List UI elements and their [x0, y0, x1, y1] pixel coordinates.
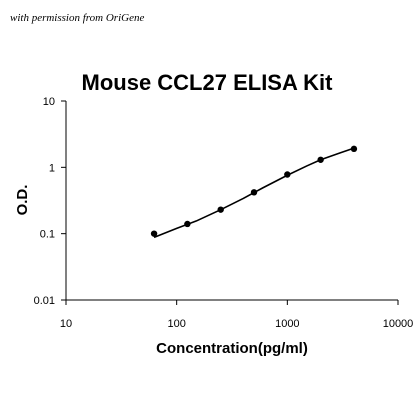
y-tick-label: 0.01 — [34, 295, 55, 307]
x-tick-label: 1000 — [275, 318, 299, 330]
x-tick-label: 10000 — [383, 318, 414, 330]
data-point — [350, 145, 358, 153]
data-point — [250, 189, 258, 196]
x-axis-label: Concentration(pg/ml) — [156, 340, 308, 357]
y-tick-label: 1 — [49, 162, 55, 174]
data-point — [217, 206, 224, 213]
x-tick-label: 100 — [167, 318, 185, 330]
y-axis-label: O.D. — [14, 185, 31, 216]
y-tick-label: 0.1 — [40, 229, 55, 241]
x-tick-label: 10 — [60, 318, 72, 330]
y-tick-label: 10 — [43, 96, 55, 108]
data-point — [184, 220, 191, 228]
chart-title: Mouse CCL27 ELISA Kit — [82, 70, 334, 95]
data-point — [317, 156, 324, 163]
data-point — [284, 171, 291, 178]
x-axis-ticks: 10 100 1000 10000 — [60, 300, 413, 330]
y-axis-ticks: 0.01 0.1 1 10 — [34, 96, 66, 307]
data-points-group — [150, 145, 358, 237]
data-point — [150, 230, 158, 237]
watermark-text: with permission from OriGene — [10, 12, 144, 24]
